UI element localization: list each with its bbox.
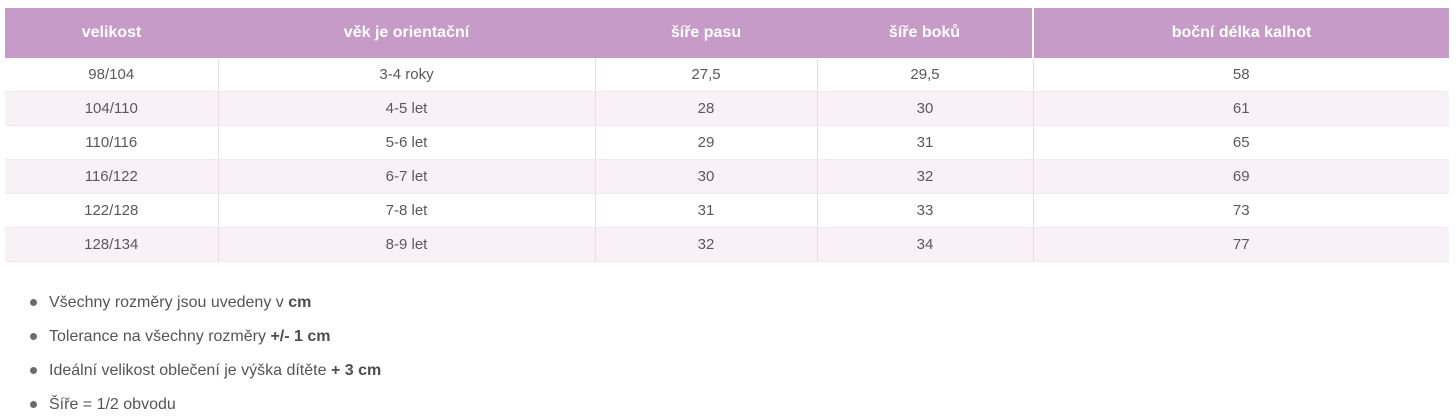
table-row: 98/104 3-4 roky 27,5 29,5 58	[5, 58, 1449, 92]
cell-velikost: 98/104	[5, 58, 219, 92]
size-table: velikost věk je orientační šíře pasu šíř…	[5, 8, 1449, 262]
note-text: Tolerance na všechny rozměry	[49, 328, 271, 345]
column-header-sire-pasu: šíře pasu	[595, 8, 817, 58]
cell-vek: 5-6 let	[218, 125, 596, 160]
table-row: 104/110 4-5 let 28 30 61	[5, 91, 1449, 126]
cell-pas: 32	[595, 227, 818, 262]
bullet-icon	[30, 401, 37, 408]
column-header-velikost: velikost	[5, 8, 218, 58]
cell-velikost: 110/116	[5, 125, 219, 160]
cell-vek: 8-9 let	[218, 227, 596, 262]
cell-boky: 30	[817, 91, 1034, 126]
note-item: Šíře = 1/2 obvodu	[30, 394, 1456, 415]
cell-vek: 4-5 let	[218, 91, 596, 126]
note-text: Všechny rozměry jsou uvedeny v	[49, 294, 289, 311]
cell-delka: 65	[1033, 125, 1449, 160]
column-header-vek: věk je orientační	[218, 8, 595, 58]
cell-boky: 29,5	[817, 58, 1034, 92]
note-bold-text: + 3 cm	[330, 362, 382, 379]
cell-pas: 31	[595, 193, 818, 228]
table-row: 122/128 7-8 let 31 33 73	[5, 193, 1449, 228]
column-header-sire-boku: šíře boků	[817, 8, 1033, 58]
cell-velikost: 122/128	[5, 193, 219, 228]
cell-delka: 61	[1033, 91, 1449, 126]
note-item: Tolerance na všechny rozměry +/- 1 cm	[30, 326, 1456, 347]
column-header-bocni-delka: boční délka kalhot	[1032, 8, 1449, 58]
cell-delka: 73	[1033, 193, 1449, 228]
cell-boky: 32	[817, 159, 1034, 194]
note-text: Ideální velikost oblečení je výška dítět…	[49, 362, 331, 379]
cell-velikost: 116/122	[5, 159, 219, 194]
cell-velikost: 104/110	[5, 91, 219, 126]
cell-pas: 30	[595, 159, 818, 194]
bullet-icon	[30, 333, 37, 340]
bullet-icon	[30, 367, 37, 374]
cell-vek: 6-7 let	[218, 159, 596, 194]
cell-boky: 31	[817, 125, 1034, 160]
note-bold-text: cm	[288, 294, 312, 311]
note-text: Šíře = 1/2 obvodu	[49, 396, 176, 413]
table-row: 110/116 5-6 let 29 31 65	[5, 125, 1449, 160]
cell-vek: 7-8 let	[218, 193, 596, 228]
cell-boky: 34	[817, 227, 1034, 262]
table-row: 116/122 6-7 let 30 32 69	[5, 159, 1449, 194]
cell-pas: 28	[595, 91, 818, 126]
cell-pas: 27,5	[595, 58, 818, 92]
note-item: Ideální velikost oblečení je výška dítět…	[30, 360, 1456, 381]
note-bold-text: +/- 1 cm	[270, 328, 331, 345]
table-row: 128/134 8-9 let 32 34 77	[5, 227, 1449, 262]
cell-velikost: 128/134	[5, 227, 219, 262]
note-item: Všechny rozměry jsou uvedeny v cm	[30, 292, 1456, 313]
cell-vek: 3-4 roky	[218, 58, 596, 92]
notes-list: Všechny rozměry jsou uvedeny v cm Tolera…	[0, 292, 1456, 415]
table-header-row: velikost věk je orientační šíře pasu šíř…	[5, 8, 1449, 58]
bullet-icon	[30, 299, 37, 306]
cell-boky: 33	[817, 193, 1034, 228]
size-table-container: velikost věk je orientační šíře pasu šíř…	[5, 8, 1449, 262]
cell-delka: 77	[1033, 227, 1449, 262]
cell-delka: 58	[1033, 58, 1449, 92]
cell-delka: 69	[1033, 159, 1449, 194]
cell-pas: 29	[595, 125, 818, 160]
